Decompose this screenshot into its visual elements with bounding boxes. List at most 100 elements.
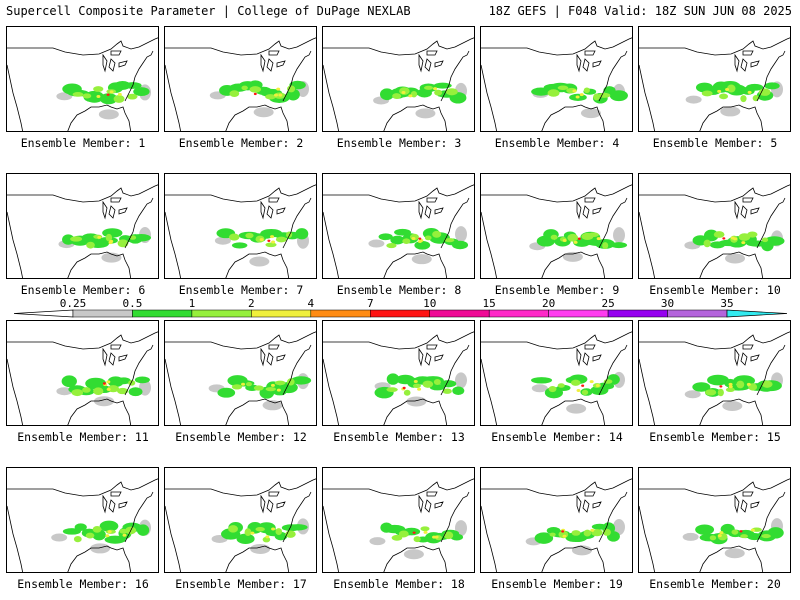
member-label: Ensemble Member: 1 (20, 136, 146, 150)
ensemble-panel (638, 320, 791, 426)
us-map (165, 478, 316, 572)
map-title: Supercell Composite Parameter | College … (6, 4, 411, 18)
colorbar-segment (607, 309, 668, 318)
scp-field (684, 372, 783, 411)
member-label: Ensemble Member: 14 (491, 430, 623, 444)
us-map (7, 37, 158, 131)
scp-field (525, 519, 625, 556)
map-outlines (323, 331, 474, 425)
member-label: Ensemble Member: 4 (494, 136, 620, 150)
member-label: Ensemble Member: 2 (178, 136, 304, 150)
scp-field (209, 80, 309, 118)
scp-field (56, 375, 151, 407)
colorbar-tick-label: 10 (423, 297, 436, 310)
us-map (7, 184, 158, 278)
member-label: Ensemble Member: 6 (20, 283, 146, 297)
map-outlines (323, 478, 474, 572)
ensemble-panel (322, 173, 475, 279)
map-outlines (165, 37, 316, 131)
map-outlines (639, 184, 790, 278)
map-outlines (323, 37, 474, 131)
scp-field (684, 229, 785, 264)
colorbar-tick-label: 20 (542, 297, 555, 310)
ensemble-panel (6, 26, 159, 132)
map-outlines (165, 478, 316, 572)
ensemble-panel (322, 320, 475, 426)
colorbar-segment (251, 309, 312, 318)
scp-field (373, 82, 467, 119)
colorbar-tick-label: 7 (367, 297, 374, 310)
us-map (481, 37, 632, 131)
ensemble-panel (322, 26, 475, 132)
ensemble-panel (6, 320, 159, 426)
scp-field (529, 227, 628, 262)
map-outlines (7, 331, 158, 425)
ensemble-panel (164, 173, 317, 279)
us-map (323, 184, 474, 278)
color-scale: 0.25 0.5 1 2 4 7 10 15 20 25 30 35 (13, 297, 788, 318)
colorbar-segment (191, 309, 252, 318)
ensemble-panel (322, 467, 475, 573)
colorbar-segment (310, 309, 371, 318)
map-outlines (639, 478, 790, 572)
map-outlines (7, 37, 158, 131)
us-map (639, 478, 790, 572)
ensemble-panel (480, 467, 633, 573)
member-label: Ensemble Member: 15 (649, 430, 781, 444)
colorbar-tick-label: 25 (601, 297, 614, 310)
colorbar-tick-label: 0.25 (60, 297, 87, 310)
map-outlines (639, 37, 790, 131)
us-map (481, 478, 632, 572)
member-label: Ensemble Member: 19 (491, 577, 623, 591)
scp-field (211, 518, 309, 554)
us-map (481, 184, 632, 278)
map-outlines (481, 331, 632, 425)
scp-field (374, 372, 467, 407)
colorbar-segment (488, 309, 549, 318)
colorbar-above-max (726, 309, 788, 318)
colorbar-segment (370, 309, 430, 318)
us-map (7, 331, 158, 425)
member-label: Ensemble Member: 16 (17, 577, 149, 591)
colorbar-tick-label: 4 (308, 297, 315, 310)
colorbar-below-min (13, 309, 74, 318)
us-map (7, 478, 158, 572)
ensemble-panel (480, 320, 633, 426)
map-outlines (481, 184, 632, 278)
ensemble-panel (6, 467, 159, 573)
scp-field (58, 227, 152, 263)
scp-field (208, 373, 312, 411)
ensemble-panel (164, 467, 317, 573)
member-label: Ensemble Member: 10 (649, 283, 781, 297)
colorbar-tick-label: 1 (189, 297, 196, 310)
colorbar-segment (548, 309, 609, 318)
scp-field (685, 80, 783, 117)
us-map (165, 331, 316, 425)
colorbar-tick-label: 30 (661, 297, 674, 310)
member-label: Ensemble Member: 20 (649, 577, 781, 591)
colorbar-segment (132, 309, 193, 318)
us-map (323, 331, 474, 425)
us-map (165, 184, 316, 278)
ensemble-panel (638, 173, 791, 279)
scp-field (531, 82, 628, 119)
map-outlines (481, 37, 632, 131)
member-label: Ensemble Member: 17 (175, 577, 307, 591)
us-map (165, 37, 316, 131)
us-map (639, 331, 790, 425)
us-map (639, 37, 790, 131)
member-label: Ensemble Member: 8 (336, 283, 462, 297)
scp-field (51, 519, 151, 554)
map-outlines (481, 478, 632, 572)
member-label: Ensemble Member: 13 (333, 430, 465, 444)
member-label: Ensemble Member: 12 (175, 430, 307, 444)
scp-field (369, 520, 467, 560)
member-label: Ensemble Member: 3 (336, 136, 462, 150)
run-info: 18Z GEFS | F048 Valid: 18Z SUN JUN 08 20… (488, 4, 792, 18)
colorbar-segment (429, 309, 490, 318)
colorbar-tick-label: 35 (720, 297, 733, 310)
colorbar-tick-label: 0.5 (123, 297, 143, 310)
ensemble-panel (638, 467, 791, 573)
ensemble-panel (164, 320, 317, 426)
map-outlines (165, 184, 316, 278)
